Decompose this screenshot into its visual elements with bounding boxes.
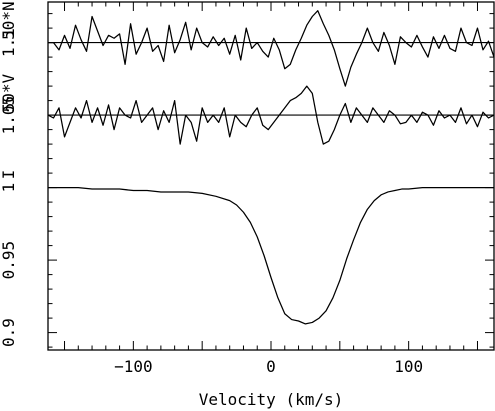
x-tick-labels: −100 0 100 bbox=[114, 357, 423, 376]
plot-frame bbox=[47, 1, 495, 351]
series-i-line bbox=[48, 186, 494, 325]
series-v-line bbox=[47, 85, 495, 145]
y-tick-label-0.9: 0.9 bbox=[0, 318, 18, 347]
series-n-line bbox=[48, 10, 495, 87]
tick-layer bbox=[48, 2, 494, 350]
curve-label-i: I bbox=[0, 170, 18, 180]
y-tick-label-1: 1 bbox=[0, 183, 18, 193]
curve-label-n: 50*N bbox=[0, 1, 18, 40]
y-tick-label-1.1: 1.1 bbox=[0, 28, 18, 57]
y-tick-labels: 0.9 0.95 1 1.05 1.1 bbox=[0, 28, 18, 347]
curve-labels: 50*N 50*V I bbox=[0, 1, 18, 179]
y-tick-label-0.95: 0.95 bbox=[0, 241, 18, 280]
x-tick-label-minus-100: −100 bbox=[114, 357, 153, 376]
x-axis-title: Velocity (km/s) bbox=[199, 390, 344, 409]
reference-lines bbox=[48, 42, 494, 116]
series-layer bbox=[47, 10, 495, 325]
curve-label-v: 50*V bbox=[0, 73, 18, 112]
x-tick-label-0: 0 bbox=[266, 357, 276, 376]
x-tick-label-100: 100 bbox=[394, 357, 423, 376]
y-tick-label-1.05: 1.05 bbox=[0, 96, 18, 135]
